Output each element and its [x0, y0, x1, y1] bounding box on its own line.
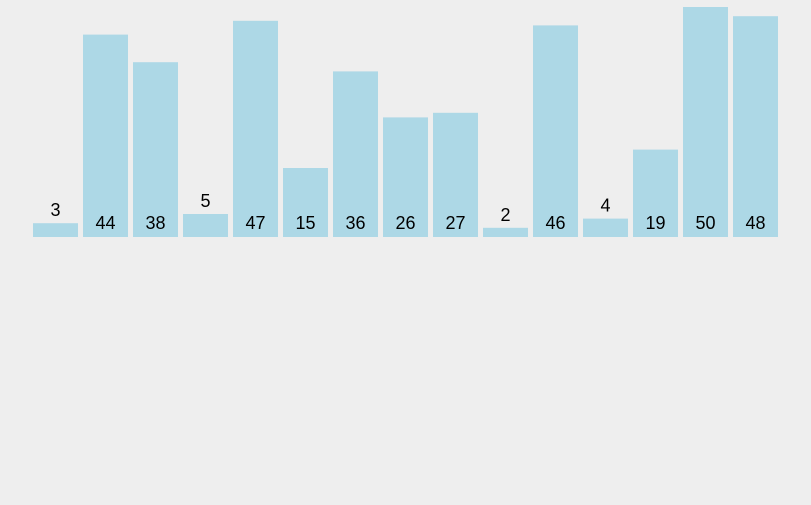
bar: [83, 34, 128, 237]
bar: [633, 149, 678, 237]
bar: [233, 20, 278, 237]
bar: [433, 112, 478, 237]
bar: [33, 223, 78, 237]
bar-value-label: 2: [500, 205, 510, 225]
bar: [133, 62, 178, 238]
bar-value-label: 4: [600, 196, 610, 216]
bar: [333, 71, 378, 238]
bar: [583, 218, 628, 237]
bar: [183, 214, 228, 237]
bar: [533, 25, 578, 238]
bar: [283, 168, 328, 237]
bar-value-label: 3: [50, 200, 60, 220]
bar-value-label: 50: [695, 213, 715, 233]
bar-value-label: 38: [145, 213, 165, 233]
bar-value-label: 5: [200, 191, 210, 211]
bar-value-label: 46: [545, 213, 565, 233]
bar: [483, 227, 528, 237]
bar: [733, 16, 778, 238]
bar-value-label: 15: [295, 213, 315, 233]
bar-value-label: 48: [745, 213, 765, 233]
bar: [683, 7, 728, 237]
bar-value-label: 44: [95, 213, 115, 233]
bar-value-label: 27: [445, 213, 465, 233]
bar: [383, 117, 428, 237]
bar-value-label: 26: [395, 213, 415, 233]
bar-value-label: 19: [645, 213, 665, 233]
bar-value-label: 47: [245, 213, 265, 233]
bar-value-label: 36: [345, 213, 365, 233]
